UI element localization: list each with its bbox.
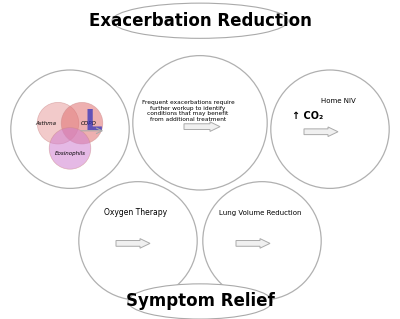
Ellipse shape [128,284,272,319]
Text: Asthma: Asthma [36,121,56,126]
FancyArrow shape [304,127,338,137]
Ellipse shape [79,182,197,300]
Ellipse shape [11,70,129,189]
Text: ↑ CO₂: ↑ CO₂ [292,111,324,121]
FancyArrow shape [184,122,220,131]
Text: Lung Volume Reduction: Lung Volume Reduction [219,210,301,216]
Text: L: L [84,108,102,136]
Text: Symptom Relief: Symptom Relief [126,293,274,310]
Ellipse shape [49,128,91,169]
Ellipse shape [203,182,321,300]
Text: Exacerbation Reduction: Exacerbation Reduction [88,12,312,30]
Ellipse shape [61,102,103,144]
Text: Frequent exacerbations require
further workup to identify
conditions that may be: Frequent exacerbations require further w… [142,100,234,122]
FancyArrow shape [236,239,270,248]
Ellipse shape [112,3,288,38]
Text: Home NIV: Home NIV [321,98,355,104]
Text: Eosinophils: Eosinophils [54,151,86,156]
FancyArrow shape [116,239,150,248]
Ellipse shape [37,102,79,144]
Text: Oxygen Therapy: Oxygen Therapy [104,208,168,217]
Ellipse shape [133,56,267,190]
Ellipse shape [271,70,389,189]
Text: COPD: COPD [81,121,97,126]
